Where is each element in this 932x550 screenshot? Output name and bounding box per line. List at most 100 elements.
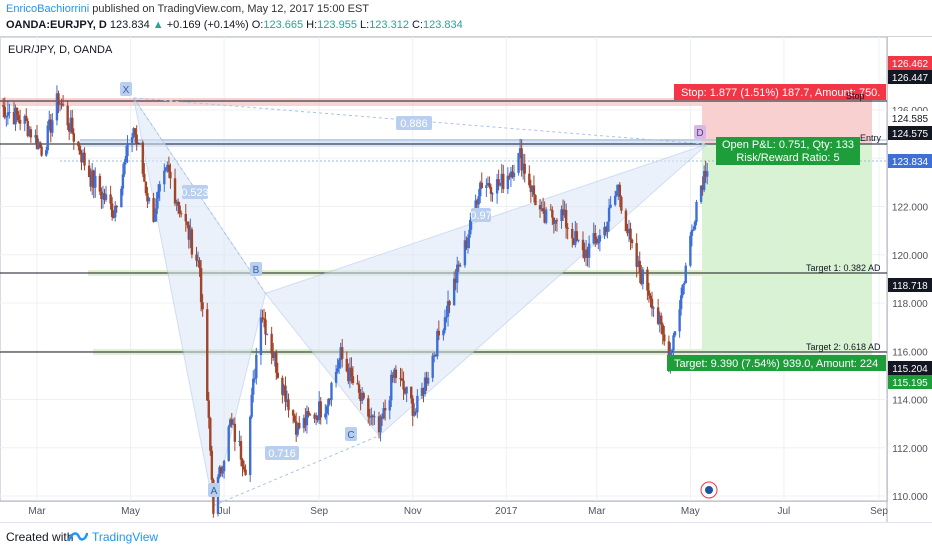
candle-body xyxy=(230,419,233,425)
candle-body xyxy=(658,315,661,324)
candle-body xyxy=(394,369,398,379)
candle-body xyxy=(518,148,522,154)
candle-body xyxy=(410,386,413,399)
candle-body xyxy=(695,201,698,222)
candle-body xyxy=(294,421,298,435)
publish-text: published on TradingView.com, May 12, 20… xyxy=(92,3,370,15)
label-c[interactable]: C xyxy=(345,427,357,441)
x-tick-label: 2017 xyxy=(495,506,518,517)
ratio-xb[interactable]: 0.886 xyxy=(396,116,432,130)
candle-body xyxy=(158,184,161,192)
candle-body xyxy=(209,417,212,451)
label-b[interactable]: B xyxy=(250,262,262,276)
tradingview-logo-icon[interactable] xyxy=(68,528,88,544)
candle-body xyxy=(5,115,8,118)
label-d[interactable]: D xyxy=(694,125,706,139)
chart-svg[interactable]: X A B C D 0.886 0.523 0.716 0.97 Stop: 1… xyxy=(0,37,932,523)
candle-body xyxy=(199,268,203,303)
target-box[interactable]: Target: 9.390 (7.54%) 939.0, Amount: 224 xyxy=(667,355,886,371)
candle-body xyxy=(509,171,513,178)
candle-body xyxy=(173,178,177,204)
ratio-ab-text: 0.523 xyxy=(181,187,209,199)
candle-body xyxy=(336,368,339,372)
chart-area[interactable]: X A B C D 0.886 0.523 0.716 0.97 Stop: 1… xyxy=(0,36,932,523)
created-with-text: Created with xyxy=(6,530,74,544)
ratio-ab[interactable]: 0.523 xyxy=(181,185,209,199)
change-value: +0.169 (+0.14%) xyxy=(166,19,249,31)
time-axis[interactable]: Mar May Jul Sep Nov 2017 Mar May Jul Sep xyxy=(28,506,888,517)
candle-body xyxy=(699,185,703,202)
candle-body xyxy=(98,175,102,192)
candle-body xyxy=(442,330,445,336)
candle-body xyxy=(637,260,640,267)
candle-body xyxy=(166,164,169,168)
candle-body xyxy=(298,422,301,429)
candle-body xyxy=(512,172,516,178)
candle-body xyxy=(92,170,95,188)
candle-body xyxy=(543,211,546,223)
open-pnl-box[interactable]: Open P&L: 0.751, Qty: 133 Risk/Reward Ra… xyxy=(716,137,860,165)
candle-body xyxy=(624,210,628,232)
candle-body xyxy=(630,239,634,244)
candle-body xyxy=(638,260,641,274)
go-to-realtime-button[interactable] xyxy=(700,481,718,499)
candle-body xyxy=(164,167,168,171)
candle-body xyxy=(242,466,246,470)
candle-body xyxy=(141,142,145,174)
candle-body xyxy=(431,355,434,378)
candle-body xyxy=(563,209,566,216)
candle-body xyxy=(121,174,125,189)
candle-body xyxy=(594,233,597,240)
candle-body xyxy=(187,224,191,240)
candle-body xyxy=(480,182,483,188)
candle-body xyxy=(587,243,591,258)
quote-line: OANDA:EURJPY, D 123.834 ▲ +0.169 (+0.14%… xyxy=(6,19,463,31)
candle-body xyxy=(94,175,97,188)
candle-body xyxy=(521,163,525,171)
candle-body xyxy=(57,93,60,105)
ratio-bc[interactable]: 0.716 xyxy=(265,446,299,460)
candle-body xyxy=(330,382,333,401)
candle-body xyxy=(475,200,479,205)
candle-body xyxy=(434,355,437,357)
candle-body xyxy=(49,119,53,133)
candle-body xyxy=(133,128,137,135)
candle-body xyxy=(523,163,526,174)
candle-body xyxy=(511,171,514,178)
candle-body xyxy=(262,318,266,320)
author-link[interactable]: EnricoBachiorrini xyxy=(6,3,90,15)
footer: Created with TradingView xyxy=(0,522,932,550)
stop-tag: Stop xyxy=(846,91,865,101)
candle-body xyxy=(114,205,117,218)
candle-body xyxy=(308,414,312,416)
label-a[interactable]: A xyxy=(208,483,220,497)
candle-body xyxy=(227,426,230,461)
candle-body xyxy=(101,193,105,200)
label-x[interactable]: X xyxy=(120,82,132,96)
tradingview-brand-link[interactable]: TradingView xyxy=(92,530,159,544)
candle-body xyxy=(68,125,71,132)
ratio-xb-text: 0.886 xyxy=(400,118,428,130)
candle-body xyxy=(485,185,488,188)
candle-body xyxy=(152,198,155,222)
candle-body xyxy=(497,179,500,186)
candle-body xyxy=(3,106,6,118)
candle-body xyxy=(437,330,441,336)
candle-body xyxy=(112,216,115,218)
candle-body xyxy=(23,115,26,124)
candle-body xyxy=(179,213,183,215)
ratio-bd[interactable]: 0.97 xyxy=(470,208,492,222)
candle-body xyxy=(60,103,63,105)
candle-body xyxy=(195,254,198,261)
candle-body xyxy=(271,353,275,358)
candle-body xyxy=(667,341,671,369)
candle-body xyxy=(206,309,209,401)
candle-body xyxy=(282,385,286,395)
stop-box[interactable]: Stop: 1.877 (1.51%) 187.7, Amount: 750. xyxy=(674,84,886,100)
candle-body xyxy=(238,441,241,443)
label-c-text: C xyxy=(347,430,354,441)
candle-body xyxy=(452,278,456,306)
candle-body xyxy=(261,317,264,319)
candle-body xyxy=(575,231,579,241)
candle-body xyxy=(210,450,214,480)
